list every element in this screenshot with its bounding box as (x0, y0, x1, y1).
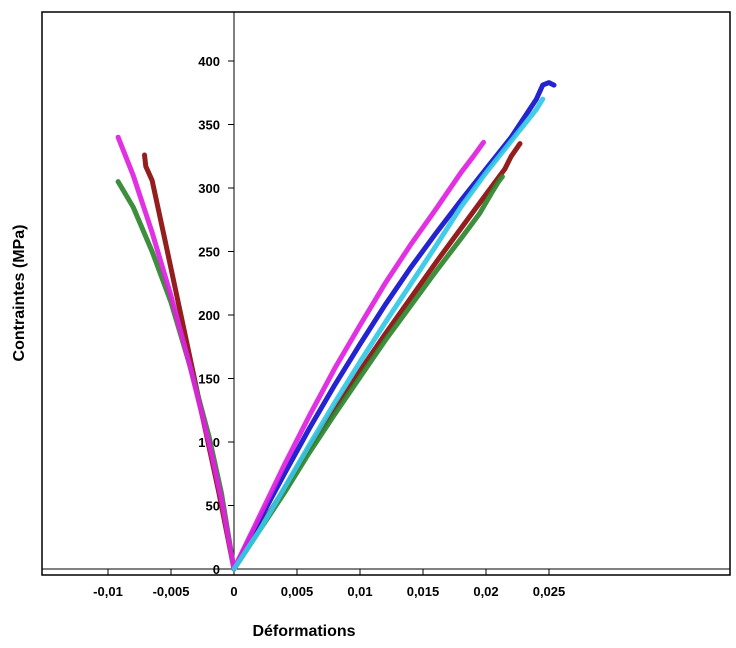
x-tick-label: -0,01 (93, 584, 123, 599)
y-tick-label: 300 (198, 181, 220, 196)
x-tick-label: 0,005 (281, 584, 314, 599)
x-tick-label: 0,015 (407, 584, 440, 599)
y-tick-label: 150 (198, 372, 220, 387)
y-tick-label: 400 (198, 54, 220, 69)
x-tick-label: 0,025 (533, 584, 566, 599)
x-axis-title: Déformations (252, 623, 355, 640)
y-tick-label: 50 (206, 499, 220, 514)
labels-layer: Déformations Contraintes (MPa) (11, 225, 356, 640)
plot-frame (41, 11, 731, 576)
series-3-longitudinal-line (231, 174, 505, 572)
x-tick-label: 0,01 (347, 584, 372, 599)
x-tick-label: 0,02 (473, 584, 498, 599)
series-2-longitudinal-line (231, 80, 557, 572)
y-axis-title: Contraintes (MPa) (11, 225, 28, 362)
x-tick-label: -0,005 (153, 584, 190, 599)
series-4-longitudinal-line (231, 139, 486, 572)
y-tick-label: 250 (198, 245, 220, 260)
series-layer (115, 80, 557, 572)
axes-layer: -0,01 -0,005 0 0,005 0,01 0,015 0,02 0,02505010… (42, 12, 730, 599)
y-tick-label: 350 (198, 118, 220, 133)
y-tick-label: 200 (198, 308, 220, 323)
x-tick-label: 0 (230, 584, 237, 599)
series-4-transverse-line (115, 134, 237, 572)
series-5-longitudinal-line (231, 96, 546, 572)
y-tick-label: 0 (213, 562, 220, 577)
